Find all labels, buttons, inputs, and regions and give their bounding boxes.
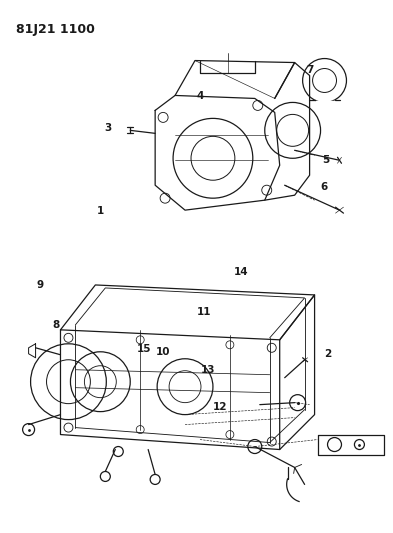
Text: 14: 14 [234, 267, 249, 277]
Text: 5: 5 [322, 155, 329, 165]
Text: 3: 3 [105, 123, 112, 133]
Text: 2: 2 [324, 349, 331, 359]
Text: 8: 8 [52, 320, 59, 330]
Text: 4: 4 [197, 91, 204, 101]
Text: 81J21 1100: 81J21 1100 [16, 22, 94, 36]
Text: 10: 10 [156, 346, 171, 357]
Text: 15: 15 [136, 344, 151, 354]
Text: 1: 1 [97, 206, 104, 216]
Text: 7: 7 [307, 65, 314, 75]
Text: 9: 9 [36, 280, 43, 290]
Text: 13: 13 [201, 365, 215, 375]
Text: 6: 6 [320, 182, 327, 192]
Text: 12: 12 [213, 402, 227, 413]
Text: 11: 11 [197, 306, 211, 317]
